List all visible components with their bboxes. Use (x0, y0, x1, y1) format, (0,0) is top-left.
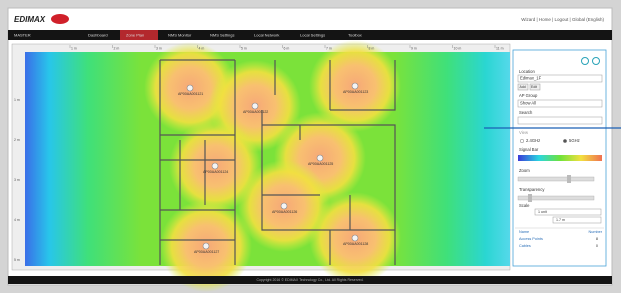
ap-label: AP00AA001123 (343, 90, 368, 94)
transparency-handle[interactable] (528, 194, 532, 202)
ruler-label: 9 m (411, 46, 417, 50)
button-text: Edit (531, 85, 537, 89)
scale-value: 1 unit (538, 210, 547, 214)
ruler-label: 8 m (369, 46, 375, 50)
ap-label: AP00AA001125 (308, 162, 333, 166)
ruler-label: 7 m (326, 46, 332, 50)
ruler-label: 3 m (156, 46, 162, 50)
ap-label: AP00AA001127 (194, 250, 219, 254)
select-value: Edimax_1F (520, 76, 542, 81)
logo: EDIMAX (14, 15, 46, 24)
ap-icon[interactable] (187, 85, 193, 91)
panel-icon[interactable] (582, 58, 589, 65)
panel-icon[interactable] (593, 58, 600, 65)
zoom-handle[interactable] (567, 175, 571, 183)
ap-icon[interactable] (281, 203, 287, 209)
ruler-label: 5 m (14, 258, 20, 262)
nav-item[interactable]: Dashboard (88, 33, 108, 38)
zoom-slider[interactable] (518, 177, 594, 181)
ruler-label: 3 m (14, 178, 20, 182)
scale-value: 1.7 m (556, 218, 565, 222)
ap-icon[interactable] (203, 243, 209, 249)
label: Zoom (519, 168, 530, 173)
nav-item[interactable]: NMS Monitor (168, 33, 192, 38)
ap-label: AP00AA001124 (203, 170, 228, 174)
ap-icon[interactable] (352, 83, 358, 89)
page: {"header": {"logo": "EDIMAX", "links": "… (0, 0, 621, 293)
label: AP Group (519, 93, 538, 98)
ap-icon[interactable] (352, 235, 358, 241)
radio-label: 5GHz (569, 138, 580, 143)
label: Location (519, 69, 536, 74)
nav-item[interactable]: Local Network (254, 33, 279, 38)
ap-label: AP00AA001122 (243, 110, 268, 114)
top-links[interactable]: Wizard | Home | Logout | Global (English… (521, 17, 604, 22)
ruler-label: 5 m (241, 46, 247, 50)
ap-label: AP00AA001126 (272, 210, 297, 214)
ruler-label: 1 m (71, 46, 77, 50)
ruler-label: 2 m (14, 138, 20, 142)
ruler-label: 4 m (199, 46, 205, 50)
select-value: Show All (520, 101, 536, 106)
nav-item[interactable]: Local Settings (300, 33, 325, 38)
nav-item[interactable]: MASTER (14, 33, 31, 38)
ap-icon[interactable] (212, 163, 218, 169)
ruler-label: 2 m (114, 46, 120, 50)
table-cell: Access Points (519, 237, 543, 241)
table-header: Name (519, 230, 529, 234)
nav-item[interactable]: Toolbox (348, 33, 362, 38)
nav-item[interactable]: NMS Settings (210, 33, 234, 38)
button-text: Add (520, 85, 526, 89)
footer-text: Copyright 2016 © EDIMAX Technology Co., … (257, 278, 364, 282)
radio[interactable] (520, 139, 524, 143)
label: Scale (519, 203, 530, 208)
ruler-label: 11 m (496, 46, 504, 50)
label: Search (519, 110, 533, 115)
ruler-label: 1 m (14, 98, 20, 102)
ap-label: AP00AA001128 (343, 242, 368, 246)
logo-swoosh (51, 14, 69, 24)
ruler-label: 4 m (14, 218, 20, 222)
label: View (519, 130, 529, 135)
ap-label: AP00AA001121 (178, 92, 203, 96)
label: Transparency (519, 187, 545, 192)
label: Signal Bar (519, 147, 539, 152)
table-cell: 0 (596, 244, 598, 248)
ap-icon[interactable] (317, 155, 323, 161)
ruler-label: 10 m (454, 46, 462, 50)
signal-bar (518, 155, 602, 161)
table-cell: Cables (519, 244, 531, 248)
radio-label: 2.4GHz (526, 138, 540, 143)
ap-icon[interactable] (252, 103, 258, 109)
radio[interactable] (563, 139, 567, 143)
ruler-label: 6 m (284, 46, 290, 50)
search-input[interactable] (518, 117, 602, 124)
nav-item[interactable]: Zone Plan (126, 33, 144, 38)
table-cell: 8 (596, 237, 598, 241)
table-header: Number (588, 230, 602, 234)
screenshot: EDIMAX Wizard | Home | Logout | Global (… (0, 0, 621, 293)
